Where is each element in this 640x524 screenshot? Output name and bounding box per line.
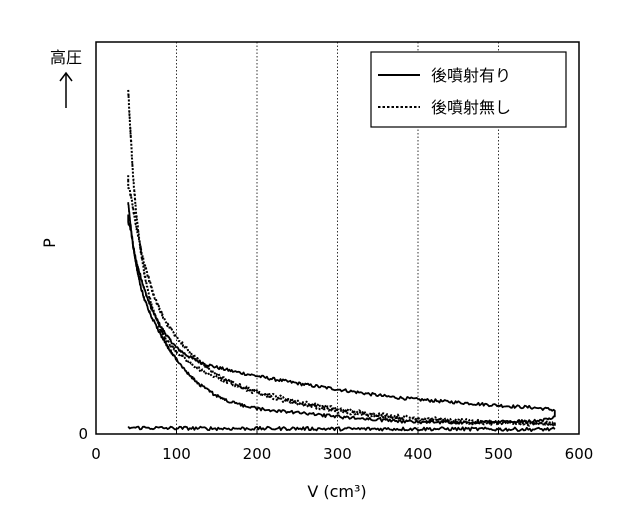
series-line-1: [128, 90, 555, 426]
series-layer: [128, 90, 555, 431]
x-axis-label: V (cm³): [307, 482, 366, 501]
y-high-pressure-label: 高圧: [50, 48, 82, 67]
legend-label-dotted: 後噴射無し: [431, 98, 511, 117]
x-tick-label-500: 500: [484, 445, 513, 463]
x-tick-label-100: 100: [162, 445, 191, 463]
series-line-2: [128, 427, 555, 432]
x-tick-label-300: 300: [323, 445, 352, 463]
legend: 後噴射有り 後噴射無し: [371, 52, 566, 127]
series-line-0: [128, 202, 555, 424]
x-tick-label-600: 600: [565, 445, 594, 463]
x-tick-label-0: 0: [91, 445, 101, 463]
y-axis-label: P: [40, 238, 59, 248]
y-high-arrow-glyph: ↑: [0, 0, 13, 4]
x-tick-label-200: 200: [243, 445, 272, 463]
pv-diagram: 0 100 200 300 400 500 600 0 V (cm³) P 高圧 ↑ 後噴射…: [0, 0, 640, 524]
y-axis-ticks: 0: [78, 425, 88, 443]
x-tick-label-400: 400: [404, 445, 433, 463]
y-tick-label-0: 0: [78, 425, 88, 443]
legend-label-solid: 後噴射有り: [431, 66, 511, 85]
